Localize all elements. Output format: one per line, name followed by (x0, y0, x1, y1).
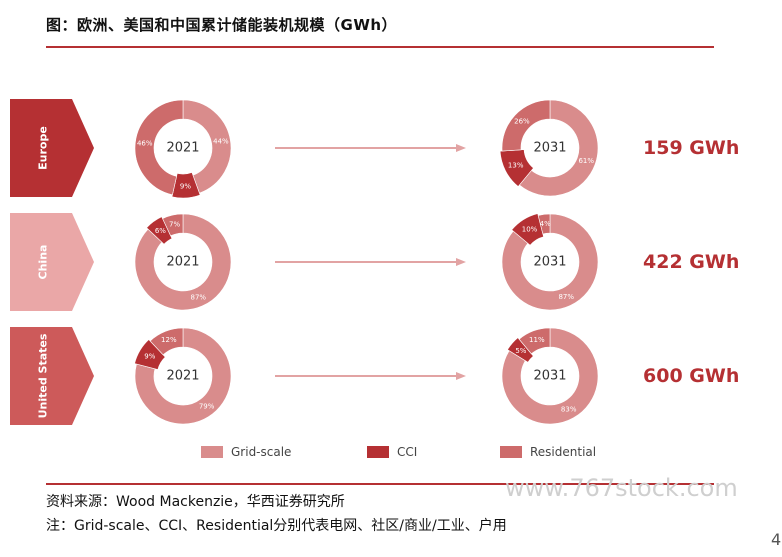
legend-label: Grid-scale (231, 445, 291, 459)
donut-slice (162, 213, 184, 237)
region-band (10, 99, 94, 197)
donut-slice (134, 327, 232, 425)
slice-label: 11% (529, 336, 545, 344)
legend-swatch (201, 446, 223, 458)
donut-slice (501, 99, 551, 152)
slice-label: 44% (213, 137, 229, 145)
donut-slice (537, 213, 551, 235)
donut-slice (149, 327, 184, 356)
donut-slice (518, 99, 599, 197)
slice-label: 12% (161, 336, 177, 344)
slice-label: 13% (508, 161, 524, 169)
total-capacity-label: 422 GWh (643, 251, 739, 273)
donut-slice (134, 99, 184, 196)
total-capacity-label: 159 GWh (643, 137, 739, 159)
donut-slice (146, 216, 173, 245)
donut-slice (182, 99, 232, 194)
slice-label: 87% (191, 293, 207, 301)
footer-divider (46, 483, 714, 485)
donut-slice (501, 213, 599, 311)
legend-label: Residential (530, 445, 596, 459)
year-label: 2031 (533, 369, 566, 384)
region-band (10, 213, 94, 311)
slice-label: 9% (180, 182, 191, 190)
growth-arrow-head (456, 144, 466, 152)
legend-label: CCI (397, 445, 417, 459)
slice-label: 83% (561, 406, 577, 414)
region-band (10, 327, 94, 425)
source-note: 资料来源：Wood Mackenzie，华西证券研究所 (46, 494, 345, 510)
slice-label: 79% (199, 402, 215, 410)
slice-label: 9% (144, 352, 155, 360)
slice-label: 6% (155, 227, 166, 235)
region-label: United States (37, 333, 50, 418)
slice-label: 46% (137, 140, 153, 148)
donut-slice (507, 337, 534, 363)
donut-slice (511, 213, 544, 246)
page-number: 4 (771, 530, 782, 549)
region-label: Europe (37, 126, 50, 170)
slice-label: 26% (514, 118, 530, 126)
legend-note: 注：Grid-scale、CCI、Residential分别代表电网、社区/商业… (46, 518, 507, 534)
donut-slice (499, 149, 534, 187)
growth-arrow-head (456, 258, 466, 266)
donut-slice (134, 213, 232, 311)
slice-label: 5% (515, 347, 526, 355)
year-label: 2021 (166, 141, 199, 156)
slice-label: 4% (540, 220, 551, 228)
figure-title: 图：欧洲、美国和中国累计储能装机规模（GWh） (46, 16, 398, 34)
legend-swatch (500, 446, 522, 458)
slice-label: 87% (558, 293, 574, 301)
legend-swatch (367, 446, 389, 458)
title-divider (46, 46, 714, 48)
year-label: 2031 (533, 141, 566, 156)
slice-label: 7% (169, 220, 180, 228)
growth-arrow-head (456, 372, 466, 380)
donut-slice (518, 327, 551, 355)
year-label: 2021 (166, 255, 199, 270)
watermark: www.767stock.com (505, 474, 738, 502)
storage-donut-chart: Europe 44% 9% 46% 2021 61% 13% 26% 2031 159 GWh Ch… (10, 99, 739, 459)
total-capacity-label: 600 GWh (643, 365, 739, 387)
slice-label: 61% (578, 157, 594, 165)
region-label: China (37, 245, 50, 280)
year-label: 2021 (166, 369, 199, 384)
slice-label: 10% (522, 225, 538, 233)
year-label: 2031 (533, 255, 566, 270)
donut-slice (501, 327, 599, 425)
